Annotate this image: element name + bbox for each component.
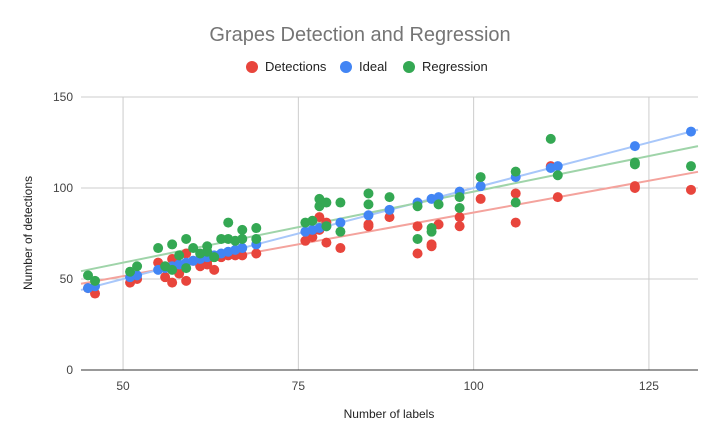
point-regression bbox=[153, 243, 164, 254]
point-detections bbox=[181, 275, 192, 286]
point-regression bbox=[237, 233, 248, 244]
point-ideal bbox=[475, 181, 486, 192]
x-tick-label: 50 bbox=[116, 379, 130, 393]
point-ideal bbox=[335, 217, 346, 228]
legend-label-detections: Detections bbox=[265, 59, 327, 74]
point-regression bbox=[83, 270, 94, 281]
point-detections bbox=[510, 188, 521, 199]
point-regression bbox=[307, 215, 318, 226]
point-regression bbox=[552, 170, 563, 181]
point-detections bbox=[363, 219, 374, 230]
point-detections bbox=[510, 217, 521, 228]
point-detections bbox=[90, 288, 101, 299]
point-regression bbox=[685, 161, 696, 172]
tick-labels: 0 50 100 150 50 75 100 125 bbox=[53, 90, 659, 393]
point-regression bbox=[454, 203, 465, 214]
point-ideal bbox=[685, 126, 696, 137]
point-ideal bbox=[629, 141, 640, 152]
point-regression bbox=[251, 233, 262, 244]
y-axis-label: Number of detections bbox=[21, 176, 35, 290]
point-detections bbox=[384, 212, 395, 223]
legend: Detections Ideal Regression bbox=[246, 59, 488, 74]
point-regression bbox=[384, 192, 395, 203]
point-regression bbox=[510, 197, 521, 208]
series-detections bbox=[83, 161, 696, 299]
point-regression bbox=[629, 159, 640, 170]
point-detections bbox=[412, 248, 423, 259]
point-regression bbox=[125, 266, 136, 277]
point-detections bbox=[209, 264, 220, 275]
point-regression bbox=[335, 197, 346, 208]
point-regression bbox=[174, 250, 185, 261]
point-detections bbox=[475, 193, 486, 204]
point-ideal bbox=[237, 243, 248, 254]
point-regression bbox=[209, 252, 220, 263]
point-regression bbox=[363, 188, 374, 199]
point-regression bbox=[188, 243, 199, 254]
legend-marker-regression bbox=[403, 61, 415, 73]
legend-marker-ideal bbox=[340, 61, 352, 73]
y-tick-label: 150 bbox=[53, 90, 73, 104]
legend-marker-detections bbox=[246, 61, 258, 73]
point-regression bbox=[412, 233, 423, 244]
point-regression bbox=[363, 199, 374, 210]
point-regression bbox=[181, 263, 192, 274]
point-regression bbox=[202, 246, 213, 257]
point-detections bbox=[237, 250, 248, 261]
x-tick-label: 100 bbox=[464, 379, 484, 393]
point-regression bbox=[475, 172, 486, 183]
point-regression bbox=[510, 166, 521, 177]
legend-label-regression: Regression bbox=[422, 59, 488, 74]
point-regression bbox=[237, 224, 248, 235]
y-tick-label: 100 bbox=[53, 181, 73, 195]
point-detections bbox=[160, 272, 171, 283]
x-tick-label: 75 bbox=[292, 379, 306, 393]
point-regression bbox=[216, 233, 227, 244]
point-ideal bbox=[384, 204, 395, 215]
legend-label-ideal: Ideal bbox=[359, 59, 387, 74]
point-detections bbox=[167, 277, 178, 288]
point-detections bbox=[552, 192, 563, 203]
chart-title: Grapes Detection and Regression bbox=[209, 24, 510, 46]
series-regression bbox=[83, 133, 696, 286]
point-detections bbox=[454, 212, 465, 223]
point-detections bbox=[412, 221, 423, 232]
point-regression bbox=[90, 275, 101, 286]
point-regression bbox=[223, 217, 234, 228]
point-regression bbox=[335, 226, 346, 237]
point-regression bbox=[454, 192, 465, 203]
point-detections bbox=[335, 243, 346, 254]
y-tick-label: 0 bbox=[66, 363, 73, 377]
point-ideal bbox=[433, 192, 444, 203]
data-points bbox=[83, 126, 696, 299]
x-axis-label: Number of labels bbox=[344, 407, 435, 421]
point-regression bbox=[426, 223, 437, 234]
point-detections bbox=[629, 181, 640, 192]
point-regression bbox=[321, 221, 332, 232]
point-detections bbox=[426, 241, 437, 252]
point-detections bbox=[454, 221, 465, 232]
y-tick-label: 50 bbox=[60, 272, 74, 286]
point-regression bbox=[132, 261, 143, 272]
point-detections bbox=[685, 184, 696, 195]
point-ideal bbox=[552, 161, 563, 172]
x-tick-label: 125 bbox=[639, 379, 659, 393]
point-ideal bbox=[363, 210, 374, 221]
point-regression bbox=[545, 133, 556, 144]
point-regression bbox=[412, 201, 423, 212]
point-regression bbox=[167, 239, 178, 250]
point-regression bbox=[251, 223, 262, 234]
point-detections bbox=[321, 237, 332, 248]
point-detections bbox=[251, 248, 262, 259]
gridlines bbox=[81, 96, 698, 370]
point-regression bbox=[321, 197, 332, 208]
point-regression bbox=[433, 199, 444, 210]
point-regression bbox=[167, 264, 178, 275]
point-regression bbox=[181, 233, 192, 244]
